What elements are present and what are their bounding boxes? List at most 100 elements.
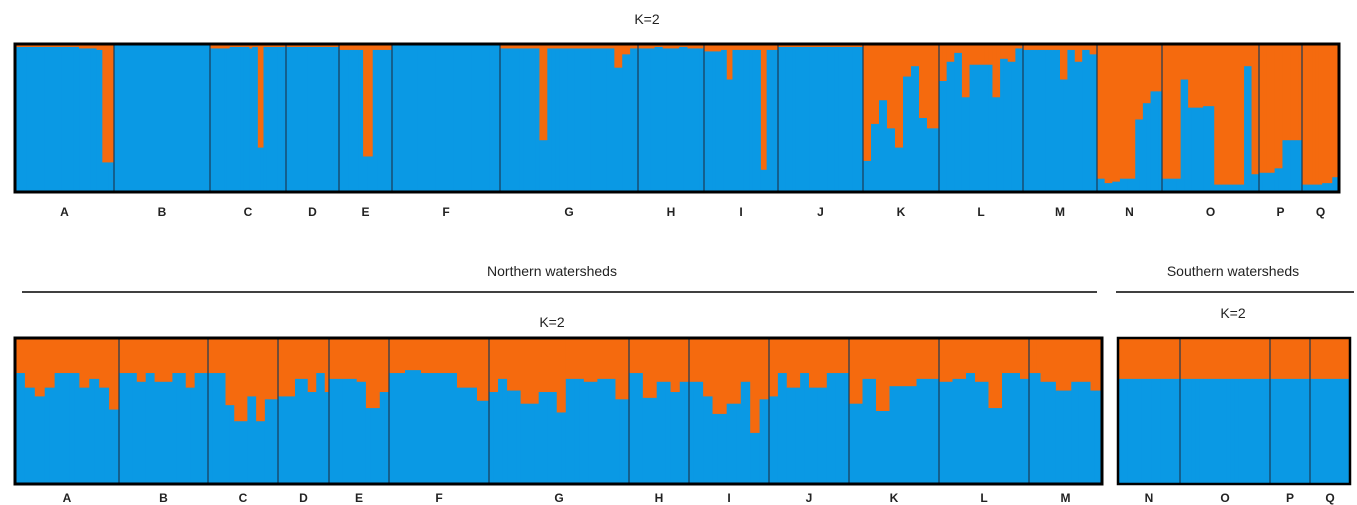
bar-north-A-5-cluster1 [34, 396, 41, 484]
bar-top-P-3-cluster1 [1266, 172, 1272, 192]
bar-north-E-3-cluster2 [338, 338, 344, 380]
bar-north-G-20-cluster1 [574, 378, 580, 484]
bar-top-N-8-cluster2 [1123, 44, 1129, 180]
bar-top-J-3-cluster1 [785, 46, 790, 193]
bar-top-J-15-cluster2 [827, 44, 832, 48]
bar-north-K-10-cluster2 [889, 338, 895, 387]
bar-top-K-19-cluster2 [935, 44, 940, 129]
bar-south-O-22-cluster1 [1262, 378, 1267, 484]
bar-south-O-8-cluster1 [1207, 378, 1212, 484]
bar-top-F-4-cluster1 [402, 44, 407, 192]
bar-top-G-2-cluster2 [503, 44, 509, 49]
bar-north-I-7-cluster1 [717, 413, 723, 484]
bar-top-E-10-cluster2 [382, 44, 388, 51]
bar-north-B-2-cluster2 [123, 338, 129, 374]
bar-north-M-9-cluster2 [1059, 338, 1065, 392]
bar-north-E-4-cluster1 [342, 378, 349, 484]
bar-north-A-8-cluster2 [49, 338, 56, 389]
bar-north-G-28-cluster2 [610, 338, 617, 380]
bar-top-N-3-cluster2 [1104, 44, 1110, 184]
bar-north-G-20-cluster2 [574, 338, 580, 380]
bar-north-L-5-cluster2 [957, 338, 963, 380]
bar-north-B-13-cluster2 [172, 338, 178, 374]
bar-north-G-11-cluster2 [534, 338, 540, 405]
bar-top-K-16-cluster2 [923, 44, 928, 119]
bar-north-B-10-cluster2 [159, 338, 165, 383]
bar-north-G-26-cluster1 [601, 378, 608, 484]
bar-south-Q-3-cluster2 [1318, 338, 1323, 380]
bar-top-G-11-cluster2 [539, 44, 544, 141]
bar-top-G-14-cluster2 [551, 44, 556, 49]
bar-south-O-7-cluster2 [1203, 338, 1208, 380]
bar-north-G-26-cluster2 [601, 338, 608, 380]
bar-top-I-14-cluster2 [741, 44, 745, 51]
bar-north-B-9-cluster2 [154, 338, 160, 383]
group-label-top-I: I [739, 205, 742, 219]
bar-top-K-13-cluster2 [911, 44, 916, 67]
bar-top-P-11-cluster2 [1298, 44, 1303, 141]
bar-top-G-23-cluster1 [586, 48, 592, 192]
bar-north-J-7-cluster1 [795, 387, 801, 484]
bar-top-I-10-cluster1 [729, 79, 734, 192]
bar-north-M-19-cluster2 [1098, 338, 1103, 392]
bar-top-F-11-cluster1 [428, 44, 433, 192]
bar-top-O-7-cluster1 [1184, 79, 1189, 192]
bar-north-B-17-cluster1 [190, 387, 196, 484]
bar-north-F-3-cluster1 [397, 373, 402, 484]
bar-south-Q-10-cluster1 [1346, 378, 1351, 484]
bar-north-D-3-cluster1 [286, 396, 292, 484]
bar-north-D-3-cluster2 [286, 338, 292, 397]
bar-top-C-24-cluster1 [274, 46, 279, 193]
bar-north-G-14-cluster1 [547, 392, 553, 484]
bar-top-G-6-cluster2 [519, 44, 525, 49]
bar-north-K-2-cluster2 [853, 338, 859, 405]
bar-top-J-15-cluster1 [827, 46, 832, 193]
bar-top-O-18-cluster2 [1225, 44, 1230, 186]
group-label-south-P: P [1286, 491, 1294, 505]
bar-north-B-10-cluster1 [159, 381, 165, 484]
chart-panel-north: A B C D E F G H I J K L M [13, 336, 1104, 505]
bar-north-E-13-cluster2 [384, 338, 390, 393]
bar-north-F-22-cluster1 [473, 387, 478, 484]
bar-top-N-7-cluster1 [1119, 178, 1125, 192]
bar-top-O-16-cluster1 [1217, 184, 1223, 192]
bar-top-P-2-cluster2 [1262, 44, 1268, 174]
bar-south-O-2-cluster1 [1183, 378, 1189, 484]
bar-north-A-10-cluster1 [59, 373, 66, 484]
bar-top-M-9-cluster1 [1052, 49, 1057, 192]
bar-south-Q-9-cluster2 [1342, 338, 1347, 380]
bar-north-D-7-cluster2 [303, 338, 309, 380]
bar-top-J-14-cluster1 [824, 46, 829, 193]
bar-north-A-20-cluster1 [109, 409, 115, 484]
bar-top-B-12-cluster1 [158, 44, 163, 192]
bar-north-I-17-cluster1 [764, 399, 770, 484]
bar-north-K-20-cluster2 [934, 338, 940, 380]
bar-north-F-23-cluster2 [477, 338, 482, 402]
bar-top-P-3-cluster2 [1266, 44, 1272, 174]
bar-top-O-20-cluster1 [1232, 184, 1238, 192]
bar-north-M-3-cluster1 [1036, 373, 1042, 484]
bar-top-B-6-cluster1 [134, 44, 139, 192]
bar-top-P-7-cluster2 [1282, 44, 1287, 141]
group-label-south-N: N [1145, 491, 1154, 505]
bar-north-F-8-cluster1 [417, 370, 422, 484]
bar-south-O-5-cluster2 [1195, 338, 1201, 380]
bar-north-B-7-cluster2 [145, 338, 151, 374]
bar-top-O-15-cluster2 [1214, 44, 1219, 186]
bar-top-O-25-cluster1 [1251, 174, 1256, 192]
bar-top-F-6-cluster1 [410, 44, 415, 192]
bar-north-L-5-cluster1 [957, 378, 963, 484]
bar-north-B-12-cluster1 [167, 381, 173, 484]
bar-north-L-1-cluster2 [939, 338, 945, 383]
bar-top-G-22-cluster2 [582, 44, 588, 49]
bar-north-K-7-cluster1 [876, 411, 882, 484]
bar-north-F-2-cluster2 [393, 338, 398, 374]
group-label-north-E: E [355, 491, 363, 505]
bar-top-L-5-cluster1 [954, 52, 959, 192]
bar-top-I-2-cluster2 [706, 44, 711, 52]
bar-south-Q-2-cluster2 [1314, 338, 1319, 380]
bar-top-G-11-cluster1 [539, 140, 544, 192]
bar-top-K-2-cluster2 [867, 44, 872, 162]
group-label-north-I: I [727, 491, 730, 505]
bar-north-B-18-cluster1 [194, 373, 200, 484]
